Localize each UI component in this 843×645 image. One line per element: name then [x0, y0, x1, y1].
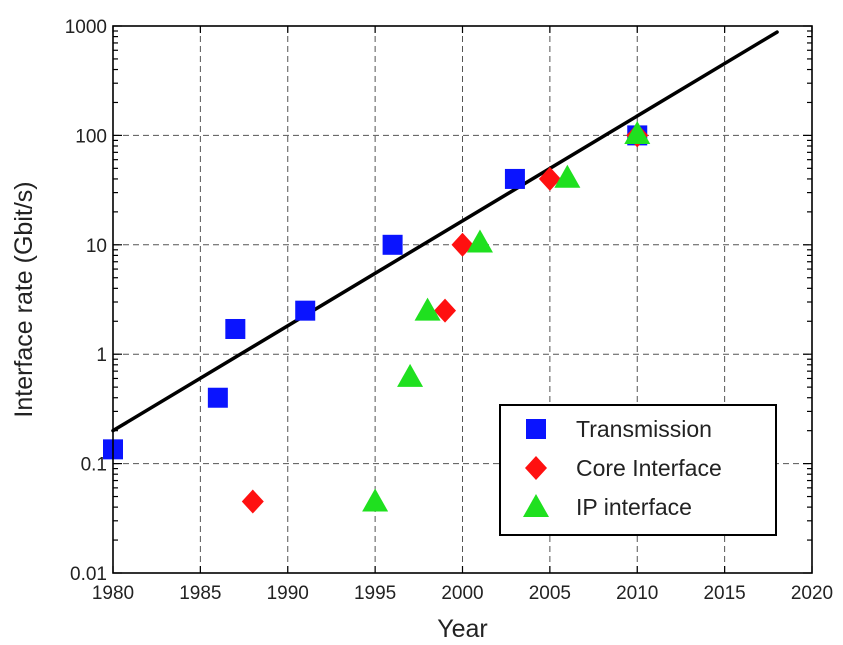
legend-items: Transmission Core Interface IP interface — [523, 416, 722, 520]
y-tick-label: 0.1 — [81, 455, 107, 476]
y-tick-label: 0.01 — [70, 564, 107, 585]
x-tick-label: 2005 — [529, 583, 571, 604]
y-tick-label: 1 — [96, 345, 107, 366]
ip-interface-point — [466, 229, 493, 253]
legend: Transmission Core Interface IP interface — [499, 404, 777, 536]
ip-interface-point — [362, 488, 389, 512]
transmission-point — [504, 168, 525, 189]
plot-frame — [112, 25, 813, 574]
legend-ip-interface-label: IP interface — [576, 494, 692, 520]
x-tick-label: 2010 — [616, 583, 658, 604]
transmission-point — [207, 387, 228, 408]
legend-ip-interface-marker — [523, 494, 549, 517]
core-interface-point — [538, 166, 561, 191]
y-axis-label: Interface rate (Gbit/s) — [10, 181, 38, 417]
x-tick-label: 1985 — [179, 583, 221, 604]
x-axis-label: Year — [437, 615, 488, 643]
transmission-point — [382, 234, 403, 255]
ip-interface-point — [624, 120, 651, 144]
y-tick-label: 1000 — [65, 17, 107, 38]
transmission-point — [225, 318, 246, 339]
ip-interface-point — [554, 164, 581, 188]
trend-line — [111, 30, 779, 433]
x-tick-label: 1980 — [92, 583, 134, 604]
trend-line-layer — [111, 30, 779, 433]
x-tick-label: 2020 — [791, 583, 833, 604]
x-tick-label: 1995 — [354, 583, 396, 604]
ip-interface-point — [414, 297, 441, 321]
legend-transmission-marker — [526, 419, 546, 439]
x-tick-label: 2000 — [441, 583, 483, 604]
y-tick-label: 10 — [86, 236, 107, 257]
core-interface-point — [451, 232, 474, 257]
x-tick-label: 1990 — [267, 583, 309, 604]
x-tick-label: 2015 — [703, 583, 745, 604]
y-tick-label: 100 — [75, 126, 107, 147]
legend-core-interface-marker — [525, 456, 547, 480]
transmission-point — [295, 300, 316, 321]
core-interface-point — [241, 489, 264, 514]
ip-interface-point — [397, 363, 424, 387]
axis-ticks: 1980 1985 1990 1995 2000 2005 2010 2015 2020 0.01… — [65, 17, 833, 604]
axis-labels: Year Interface rate (Gbit/s) — [10, 181, 488, 643]
core-interface-point — [434, 298, 457, 323]
legend-core-interface-label: Core Interface — [576, 455, 722, 481]
legend-transmission-label: Transmission — [576, 416, 712, 442]
